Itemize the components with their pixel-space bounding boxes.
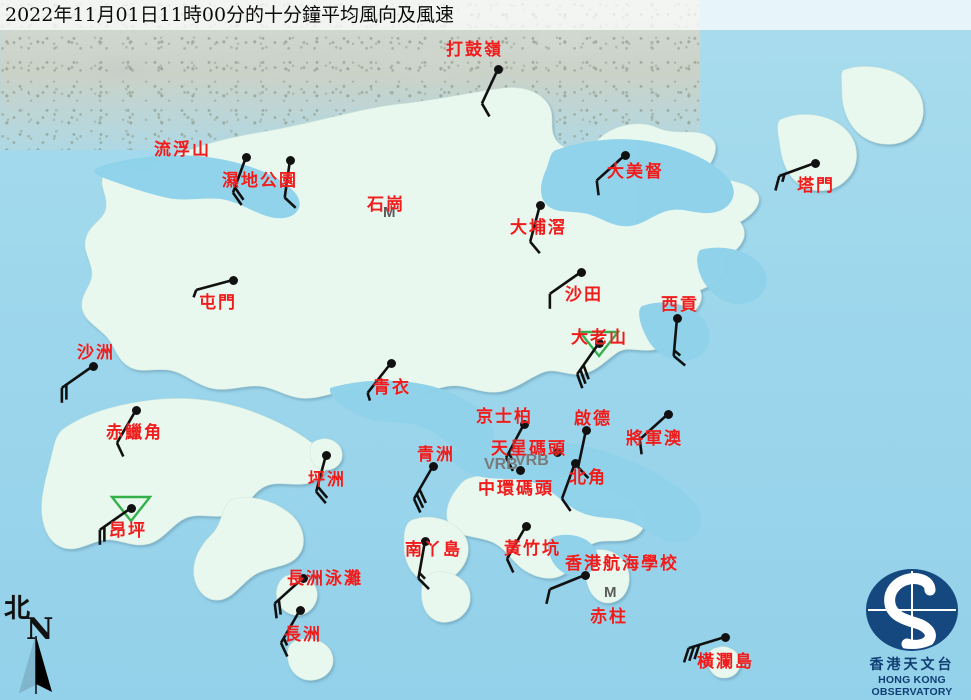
- compass-label-cn: 北: [4, 594, 31, 624]
- station-label: 橫瀾島: [697, 652, 754, 672]
- station-dot: [321, 450, 331, 460]
- station-label: 北角: [569, 468, 607, 488]
- station-variable-indicator: VRB: [515, 452, 549, 469]
- station-label: 西貢: [661, 295, 699, 315]
- station-variable-indicator: VRB: [484, 456, 518, 473]
- station-label: 赤柱: [590, 607, 628, 627]
- station-dot: [552, 447, 562, 457]
- page-title: 2022年11月01日11時00分的十分鐘平均風向及風速: [5, 4, 455, 26]
- station-label: 流浮山: [154, 140, 211, 160]
- station-dot: [594, 338, 604, 348]
- station-dot: [241, 152, 251, 162]
- station-dot: [88, 361, 98, 371]
- station-label: 中環碼頭: [478, 479, 554, 499]
- station-dot: [285, 155, 295, 165]
- station-label: 黃竹坑: [504, 539, 561, 559]
- station-dot: [515, 465, 525, 475]
- station-dot: [228, 275, 238, 285]
- station-label: 屯門: [199, 293, 237, 313]
- station-dot: [720, 632, 730, 642]
- station-missing-indicator: M: [604, 584, 617, 601]
- station-label: 濕地公園: [222, 171, 298, 191]
- station-dot: [519, 419, 529, 429]
- station-dot: [535, 200, 545, 210]
- station-dot: [580, 570, 590, 580]
- station-label: 石崗: [367, 195, 405, 215]
- station-label: 將軍澳: [626, 429, 683, 449]
- hko-name-cn: 香港天文台: [869, 657, 955, 673]
- station-label: 大埔滘: [510, 218, 567, 238]
- station-label: 長洲: [284, 625, 322, 645]
- station-dot: [581, 425, 591, 435]
- station-label: 沙洲: [77, 343, 115, 363]
- station-label: 赤鱲角: [106, 423, 163, 443]
- station-label: 大美督: [607, 162, 664, 182]
- station-dot: [493, 64, 503, 74]
- station-label: 打鼓嶺: [446, 40, 503, 60]
- station-dot: [428, 461, 438, 471]
- station-label: 天星碼頭: [491, 439, 567, 459]
- station-dot: [570, 458, 580, 468]
- station-dot: [295, 605, 305, 615]
- station-label: 青洲: [417, 445, 455, 465]
- station-dot: [126, 503, 136, 513]
- station-label: 京士柏: [476, 407, 533, 427]
- station-label: 塔門: [797, 176, 835, 196]
- north-arrow-icon: [18, 636, 52, 694]
- hko-name-en: HONG KONG OBSERVATORY: [871, 674, 953, 698]
- station-missing-indicator: M: [383, 204, 396, 221]
- compass-rose: 北 N: [4, 588, 84, 698]
- station-label: 大老山: [571, 328, 628, 348]
- hko-logo-icon: [866, 569, 958, 651]
- station-label: 青衣: [373, 378, 411, 398]
- station-label: 昂坪: [109, 521, 147, 541]
- station-label: 坪洲: [308, 470, 346, 490]
- station-label: 香港航海學校: [565, 554, 679, 574]
- station-dot: [420, 536, 430, 546]
- station-dot: [131, 405, 141, 415]
- station-dot: [810, 158, 820, 168]
- station-label: 沙田: [565, 285, 603, 305]
- station-dot: [521, 521, 531, 531]
- station-label: 南丫島: [405, 540, 462, 560]
- station-dot: [663, 409, 673, 419]
- station-dot: [672, 313, 682, 323]
- station-label: 啟德: [574, 409, 612, 429]
- station-dot: [386, 358, 396, 368]
- title-band: 2022年11月01日11時00分的十分鐘平均風向及風速: [0, 0, 971, 30]
- station-dot: [298, 573, 308, 583]
- station-dot: [620, 150, 630, 160]
- station-dot: [576, 267, 586, 277]
- compass-label-en: N: [26, 612, 54, 647]
- station-label: 長洲泳灘: [287, 569, 363, 589]
- hko-logo: 香港天文台 HONG KONG OBSERVATORY: [856, 568, 968, 698]
